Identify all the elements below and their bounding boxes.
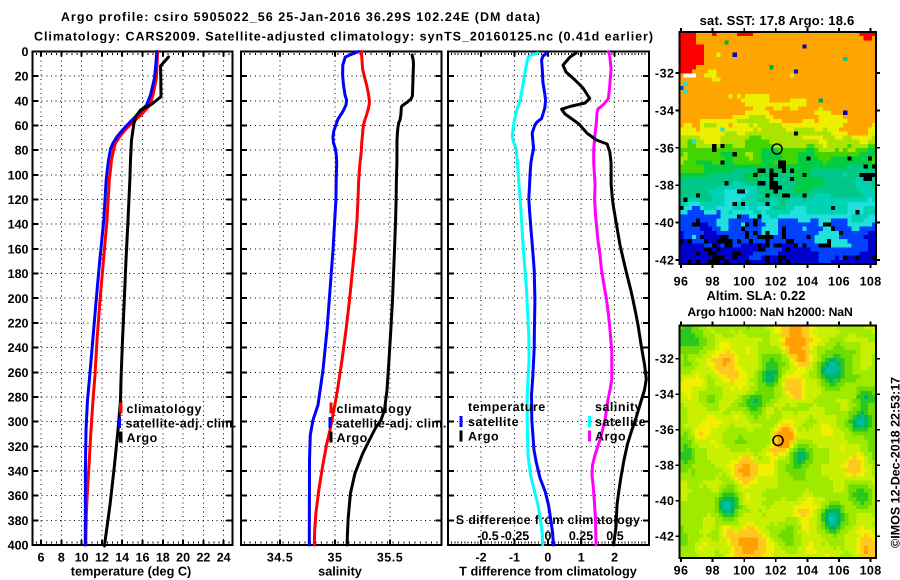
svg-text:20: 20: [176, 551, 190, 565]
svg-text:-2: -2: [475, 551, 486, 565]
svg-text:106: 106: [828, 564, 850, 578]
svg-text:climatology: climatology: [127, 402, 203, 416]
svg-text:8: 8: [58, 551, 65, 565]
svg-text:salinity: salinity: [318, 565, 362, 579]
svg-text:380: 380: [8, 514, 29, 528]
svg-text:-42: -42: [655, 530, 675, 544]
svg-text:320: 320: [8, 440, 29, 454]
svg-text:104: 104: [796, 275, 818, 289]
svg-text:satellite-adj. clim.: satellite-adj. clim.: [336, 417, 447, 431]
svg-text:10: 10: [75, 551, 89, 565]
svg-text:climatology: climatology: [337, 402, 413, 416]
svg-text:Argo: Argo: [127, 431, 158, 445]
svg-text:16: 16: [136, 551, 150, 565]
svg-text:-32: -32: [655, 67, 675, 81]
svg-text:-40: -40: [655, 216, 675, 230]
svg-text:-0.5: -0.5: [477, 529, 499, 543]
svg-text:40: 40: [15, 94, 29, 108]
svg-text:120: 120: [8, 193, 29, 207]
svg-text:-36: -36: [655, 141, 675, 155]
svg-text:140: 140: [8, 218, 29, 232]
svg-text:98: 98: [705, 275, 720, 289]
svg-text:T difference from climatology: T difference from climatology: [459, 565, 637, 579]
svg-text:-38: -38: [655, 179, 675, 193]
svg-text:Argo: Argo: [595, 430, 626, 444]
svg-text:104: 104: [796, 564, 818, 578]
svg-text:80: 80: [15, 144, 29, 158]
svg-text:Argo profile: csiro 5905022_56: Argo profile: csiro 5905022_56 25-Jan-20…: [61, 10, 541, 24]
svg-text:22: 22: [196, 551, 210, 565]
svg-text:108: 108: [860, 275, 882, 289]
svg-text:108: 108: [860, 564, 882, 578]
svg-text:102: 102: [765, 275, 787, 289]
svg-text:24: 24: [217, 551, 231, 565]
svg-text:220: 220: [8, 316, 29, 330]
svg-text:-32: -32: [655, 352, 675, 366]
svg-text:salinity: salinity: [595, 400, 642, 414]
svg-text:-34: -34: [655, 388, 675, 402]
svg-text:35.5: 35.5: [377, 551, 403, 565]
svg-text:106: 106: [828, 275, 850, 289]
svg-text:-36: -36: [655, 423, 675, 437]
svg-text:-34: -34: [655, 104, 675, 118]
svg-text:Argo: Argo: [468, 430, 499, 444]
svg-text:-42: -42: [655, 254, 675, 268]
svg-text:96: 96: [674, 275, 689, 289]
svg-text:280: 280: [8, 390, 29, 404]
svg-text:360: 360: [8, 489, 29, 503]
svg-text:100: 100: [733, 564, 755, 578]
svg-text:Argo h1000: NaN h2000: NaN: Argo h1000: NaN h2000: NaN: [687, 305, 852, 319]
svg-text:60: 60: [15, 119, 29, 133]
svg-text:100: 100: [733, 275, 755, 289]
svg-text:400: 400: [8, 539, 29, 553]
svg-text:100: 100: [8, 168, 29, 182]
svg-text:18: 18: [156, 551, 170, 565]
svg-text:Altim. SLA: 0.22: Altim. SLA: 0.22: [707, 288, 806, 303]
svg-text:14: 14: [115, 551, 129, 565]
svg-text:160: 160: [8, 242, 29, 256]
svg-text:6: 6: [38, 551, 45, 565]
svg-text:340: 340: [8, 465, 29, 479]
svg-text:240: 240: [8, 341, 29, 355]
svg-text:12: 12: [95, 551, 109, 565]
svg-text:1: 1: [578, 551, 585, 565]
svg-text:S difference from climatology: S difference from climatology: [456, 513, 640, 527]
svg-text:-1: -1: [509, 551, 520, 565]
svg-text:Argo: Argo: [337, 431, 368, 445]
svg-text:2: 2: [611, 551, 618, 565]
svg-text:-38: -38: [655, 459, 675, 473]
svg-text:0: 0: [22, 45, 29, 59]
svg-text:98: 98: [705, 564, 720, 578]
svg-text:0.25: 0.25: [569, 529, 593, 543]
svg-text:sat. SST: 17.8 Argo: 18.6: sat. SST: 17.8 Argo: 18.6: [700, 13, 855, 28]
svg-text:Climatology: CARS2009. Satelli: Climatology: CARS2009. Satellite-adjuste…: [34, 30, 654, 44]
svg-text:260: 260: [8, 366, 29, 380]
svg-text:satellite: satellite: [595, 415, 646, 429]
svg-text:300: 300: [8, 415, 29, 429]
svg-text:180: 180: [8, 267, 29, 281]
svg-text:20: 20: [15, 70, 29, 84]
svg-text:-0.25: -0.25: [501, 529, 530, 543]
svg-text:200: 200: [8, 292, 29, 306]
svg-text:temperature (deg C): temperature (deg C): [71, 565, 192, 579]
svg-text:0: 0: [545, 529, 552, 543]
svg-text:satellite: satellite: [468, 415, 519, 429]
svg-text:-40: -40: [655, 494, 675, 508]
svg-text:satellite-adj. clim.: satellite-adj. clim.: [126, 417, 237, 431]
svg-text:35: 35: [328, 551, 343, 565]
svg-text:96: 96: [674, 564, 689, 578]
svg-text:temperature: temperature: [468, 400, 546, 414]
svg-text:34.5: 34.5: [267, 551, 293, 565]
svg-text:0: 0: [544, 551, 551, 565]
svg-text:102: 102: [765, 564, 787, 578]
svg-text:©IMOS 12-Dec-2018 22:53:17: ©IMOS 12-Dec-2018 22:53:17: [889, 377, 900, 548]
